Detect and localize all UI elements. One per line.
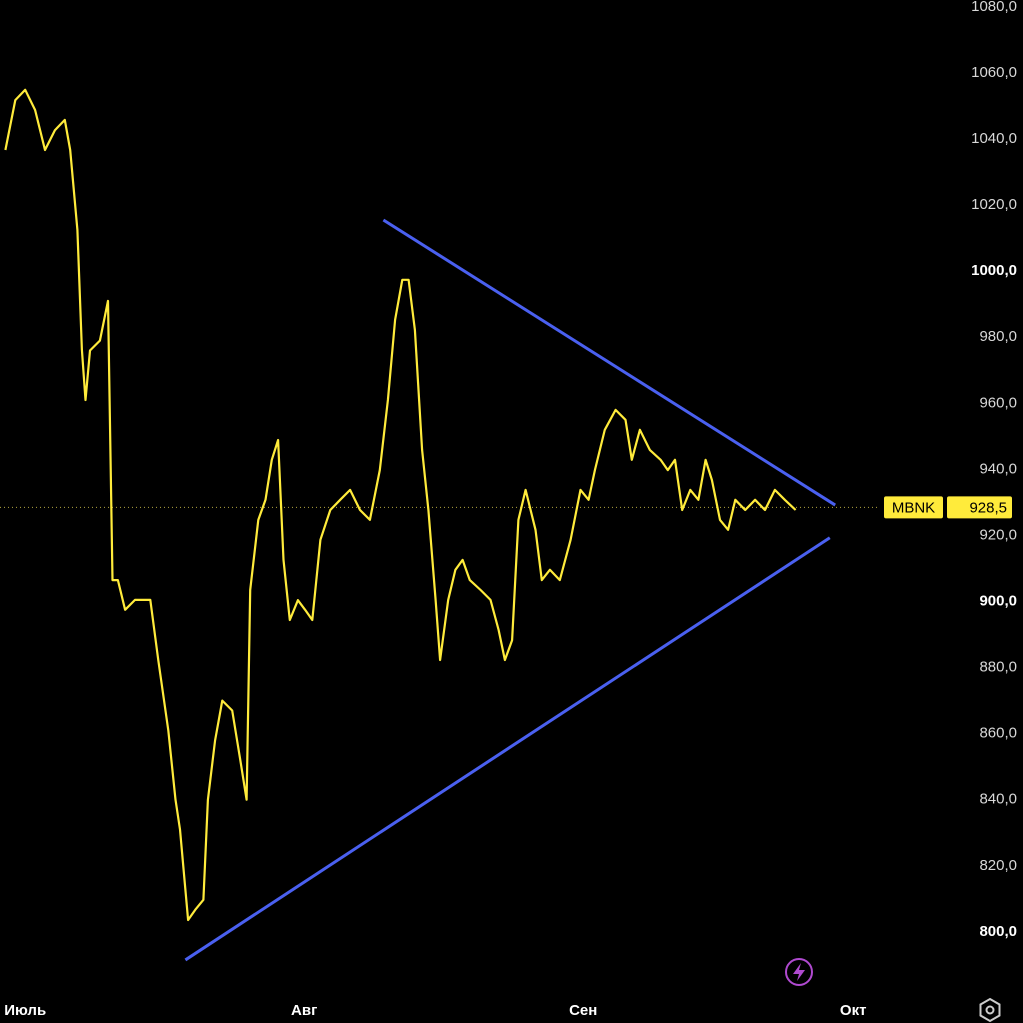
y-tick-label: 1040,0 [971, 130, 1017, 147]
settings-dot [985, 1005, 995, 1015]
trendline [382, 218, 837, 507]
price-line [4, 88, 797, 922]
settings-icon[interactable] [979, 997, 1001, 1023]
x-tick-label: Сен [569, 1002, 597, 1019]
flash-bolt [793, 963, 805, 981]
y-tick-label: 1060,0 [971, 64, 1017, 81]
y-tick-label: 940,0 [979, 460, 1017, 477]
x-tick-label: Окт [840, 1002, 867, 1019]
price-tag-name: MBNK [892, 499, 935, 516]
price-tag-value-bg [947, 496, 1012, 519]
y-tick-label: 920,0 [979, 526, 1017, 543]
y-tick-label: 800,0 [979, 923, 1017, 940]
settings-hex [979, 997, 1001, 1023]
price-tag-value: 928,5 [969, 499, 1007, 516]
x-tick-label: Июль [4, 1002, 46, 1019]
y-tick-label: 980,0 [979, 328, 1017, 345]
trendline [184, 536, 831, 962]
y-tick-label: 840,0 [979, 791, 1017, 808]
y-tick-label: 960,0 [979, 394, 1017, 411]
flash-circle [785, 958, 813, 986]
y-tick-label: 1080,0 [971, 0, 1017, 15]
y-tick-label: 1000,0 [971, 262, 1017, 279]
y-tick-label: 900,0 [979, 593, 1017, 610]
price-tag: MBNK 928,5 [884, 496, 1012, 519]
price-tag-name-bg [884, 496, 943, 519]
y-tick-label: 860,0 [979, 725, 1017, 742]
flash-icon[interactable] [785, 958, 813, 986]
y-tick-label: 820,0 [979, 857, 1017, 874]
y-tick-label: 1020,0 [971, 196, 1017, 213]
x-tick-label: Авг [291, 1002, 317, 1019]
y-tick-label: 880,0 [979, 659, 1017, 676]
